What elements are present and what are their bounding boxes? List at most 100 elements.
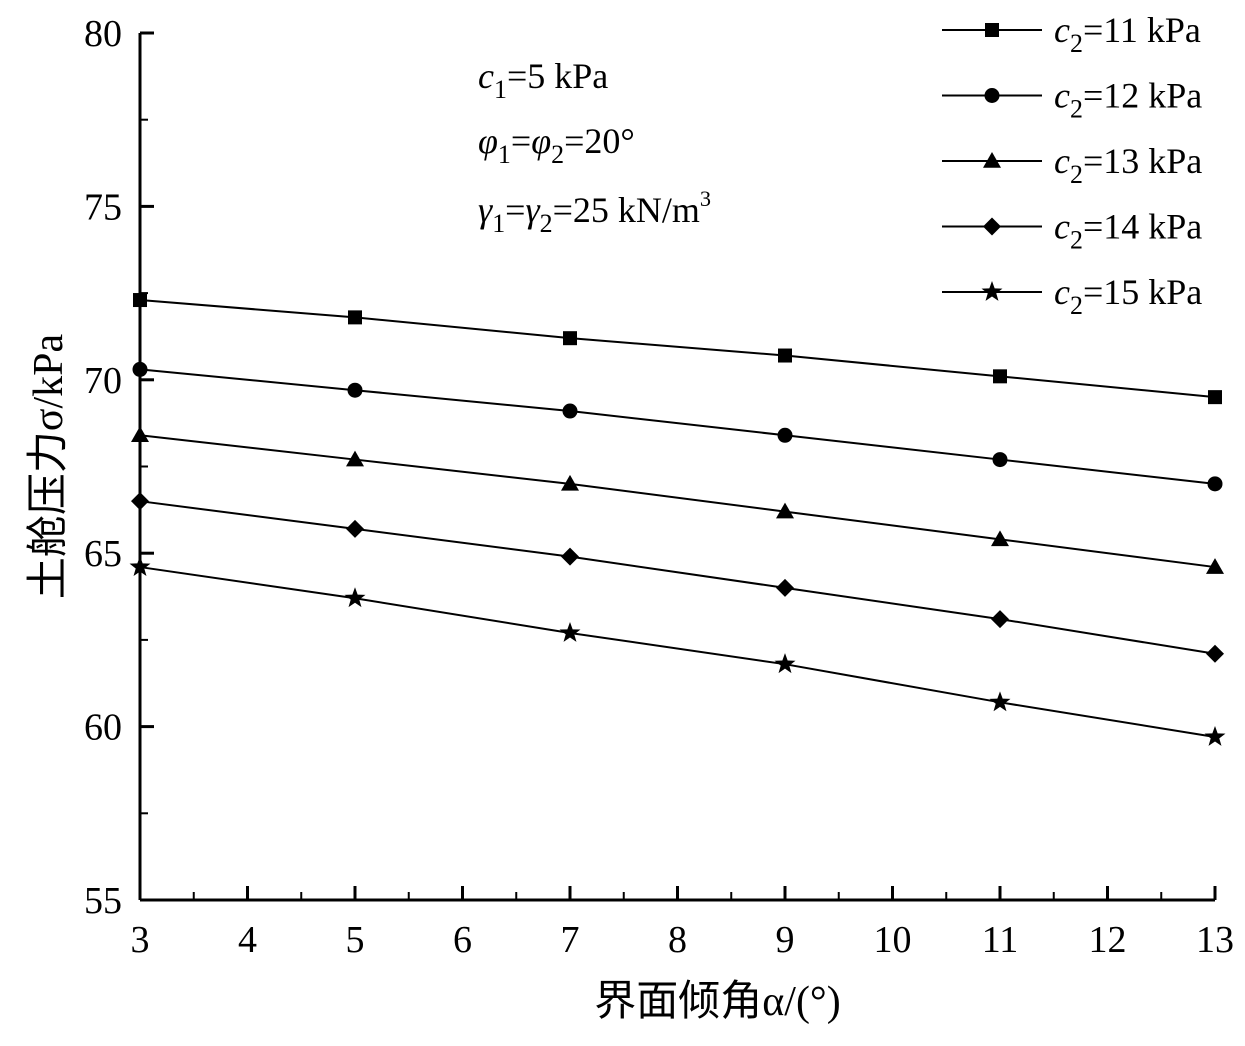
text-span: c bbox=[1054, 272, 1070, 312]
y-tick-label: 55 bbox=[84, 880, 122, 922]
data-point-diamond bbox=[346, 519, 364, 538]
x-tick-label: 13 bbox=[1196, 919, 1234, 961]
data-point-star bbox=[1204, 726, 1226, 746]
legend-marker-diamond bbox=[983, 217, 1001, 236]
x-tick-label: 8 bbox=[668, 919, 687, 961]
data-point-square bbox=[133, 293, 147, 308]
text-span: γ bbox=[525, 190, 540, 230]
series-2 bbox=[132, 361, 1223, 492]
data-point-circle bbox=[562, 403, 578, 419]
data-point-star bbox=[559, 621, 581, 642]
data-point-circle bbox=[992, 452, 1008, 468]
text-span: c bbox=[478, 56, 494, 96]
data-point-circle bbox=[777, 427, 793, 443]
series-line bbox=[139, 368, 1216, 485]
legend-label: c2=13 kPa bbox=[1054, 141, 1202, 189]
axes-layer: 3 4 5 6 7 8 9 10 11 12 13556065707580界面倾角α/(°)土舱压力… bbox=[25, 13, 1234, 1025]
series-line bbox=[139, 434, 1216, 569]
legend-item: c2=15 kPa bbox=[942, 272, 1202, 320]
data-point-circle bbox=[1207, 476, 1223, 492]
x-tick-label: 4 bbox=[238, 919, 257, 961]
text-span: 1 bbox=[492, 209, 505, 238]
data-point-square bbox=[993, 369, 1007, 384]
text-span: =13 kPa bbox=[1083, 141, 1202, 181]
text-span: 1 bbox=[494, 75, 507, 104]
data-point-star bbox=[989, 691, 1011, 712]
data-point-square bbox=[348, 310, 362, 325]
y-tick-label: 60 bbox=[84, 707, 122, 749]
legend-label: c2=14 kPa bbox=[1054, 207, 1202, 255]
legend-item: c2=12 kPa bbox=[942, 76, 1202, 124]
annotation-text: φ1=φ2=20° bbox=[478, 121, 635, 169]
text-span: 2 bbox=[1070, 226, 1083, 255]
text-span: 2 bbox=[551, 140, 564, 169]
series-4 bbox=[131, 492, 1224, 663]
series-1 bbox=[133, 293, 1222, 405]
legend-item: c2=11 kPa bbox=[942, 10, 1201, 58]
data-point-triangle bbox=[561, 474, 579, 491]
data-point-square bbox=[778, 348, 792, 363]
x-tick-label: 5 bbox=[346, 919, 365, 961]
legend-item: c2=13 kPa bbox=[942, 141, 1202, 189]
text-span: φ bbox=[531, 121, 551, 161]
data-point-square bbox=[1208, 390, 1222, 405]
legend-label: c2=12 kPa bbox=[1054, 76, 1202, 124]
x-tick-label: 12 bbox=[1089, 919, 1127, 961]
legend-marker-star bbox=[981, 281, 1003, 301]
x-tick-label: 7 bbox=[561, 919, 580, 961]
text-span: 3 bbox=[700, 186, 711, 211]
text-span: γ bbox=[478, 190, 493, 230]
text-span: =15 kPa bbox=[1083, 272, 1202, 312]
text-span: 2 bbox=[1070, 160, 1083, 189]
data-point-circle bbox=[347, 382, 363, 398]
legend-marker-triangle bbox=[983, 152, 1001, 168]
text-span: 2 bbox=[1070, 291, 1083, 320]
x-tick-label: 10 bbox=[874, 919, 912, 961]
text-span: c bbox=[1054, 10, 1070, 50]
legend-marker-square bbox=[985, 23, 999, 37]
series-line bbox=[139, 299, 1216, 399]
text-span: =11 kPa bbox=[1083, 10, 1201, 50]
text-span: =14 kPa bbox=[1083, 207, 1202, 247]
y-axis-title: 土舱压力σ/kPa bbox=[25, 333, 72, 599]
text-span: = bbox=[511, 121, 531, 161]
data-point-circle bbox=[132, 361, 148, 377]
series-line bbox=[139, 500, 1216, 655]
text-span: 2 bbox=[1070, 95, 1083, 124]
text-span: 2 bbox=[540, 209, 553, 238]
data-point-diamond bbox=[1206, 644, 1224, 663]
data-point-triangle bbox=[1206, 558, 1224, 574]
data-point-triangle bbox=[776, 502, 794, 519]
series-5 bbox=[129, 556, 1226, 746]
data-point-square bbox=[563, 331, 577, 346]
x-tick-label: 11 bbox=[982, 919, 1019, 961]
legend-item: c2=14 kPa bbox=[942, 207, 1202, 255]
data-point-star bbox=[129, 556, 151, 576]
y-tick-label: 75 bbox=[84, 186, 122, 228]
x-axis-title: 界面倾角α/(°) bbox=[594, 979, 840, 1025]
data-point-triangle bbox=[131, 426, 149, 443]
series-line bbox=[139, 566, 1216, 738]
text-span: =12 kPa bbox=[1083, 76, 1202, 116]
text-span: c bbox=[1054, 76, 1070, 116]
text-span: φ bbox=[478, 121, 498, 161]
data-point-triangle bbox=[991, 530, 1009, 547]
text-span: m bbox=[672, 190, 700, 230]
annotation-text: γ1=γ2=25 kN/m3 bbox=[478, 186, 711, 238]
text-span: =20° bbox=[564, 121, 635, 161]
text-span: 1 bbox=[498, 140, 511, 169]
data-point-diamond bbox=[131, 492, 149, 511]
data-point-diamond bbox=[991, 610, 1009, 629]
legend-label: c2=15 kPa bbox=[1054, 272, 1202, 320]
legend-label: c2=11 kPa bbox=[1054, 10, 1201, 58]
data-point-diamond bbox=[776, 578, 794, 597]
data-point-star bbox=[774, 653, 796, 674]
text-span: = bbox=[505, 190, 525, 230]
x-tick-label: 9 bbox=[776, 919, 795, 961]
data-point-star bbox=[344, 587, 366, 608]
y-tick-label: 70 bbox=[84, 360, 122, 402]
